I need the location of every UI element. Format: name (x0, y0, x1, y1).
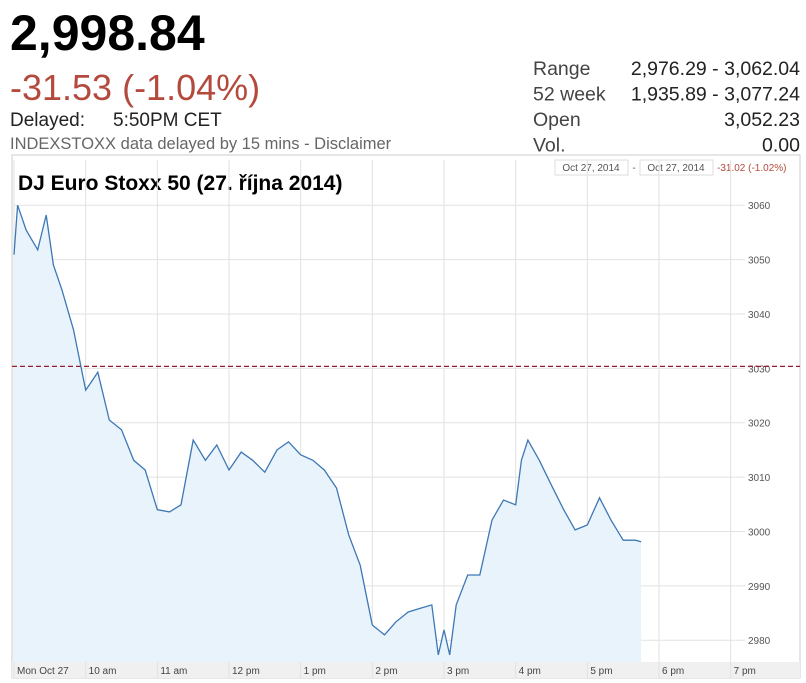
date-separator: - (632, 163, 635, 174)
plot: 2980 2990 3000 3010 3020 3030 3040 3050 3060 Mon … (12, 160, 800, 678)
stat-label: Vol. (533, 135, 566, 157)
y-tick-label: 2990 (748, 582, 771, 593)
x-tick-label: 2 pm (375, 666, 397, 677)
line (13, 204, 642, 656)
stat-label: 52 week (533, 84, 606, 106)
price: 2,998.84 (10, 5, 205, 61)
stat-value: 2,976.29 - 3,062.04 (631, 58, 800, 80)
area (14, 205, 642, 662)
chart-title: DJ Euro Stoxx 50 (27. října 2014) (18, 172, 342, 195)
stat-label: Range (533, 58, 590, 80)
y-tick-label: 3020 (748, 419, 771, 430)
y-tick-label: 3060 (748, 201, 771, 212)
range-change: -31.02 (-1.02%) (717, 163, 786, 174)
change: -31.53 (-1.04%) (10, 67, 260, 108)
delayed-time: 5:50PM CET (113, 110, 222, 131)
y-tick-label: 3000 (748, 527, 771, 538)
x-tick-label: 5 pm (590, 666, 612, 677)
y-tick-label: 3050 (748, 256, 771, 267)
x-tick-label: 1 pm (304, 666, 326, 677)
axis-band (12, 662, 800, 678)
x-tick-label: 7 pm (734, 666, 756, 677)
stats: Range 2,976.29 - 3,062.04 52 week 1,935.89 … (533, 58, 800, 157)
date-to-box[interactable] (639, 159, 714, 176)
date-to: Oct 27, 2014 (647, 163, 705, 174)
stat-value: 0.00 (762, 135, 800, 157)
stat-value: 3,052.23 (724, 109, 800, 131)
date-from-box[interactable] (554, 159, 629, 176)
x-tick-label: 12 pm (232, 666, 260, 677)
x-tick-label: 10 am (89, 666, 117, 677)
y-tick-label: 3040 (748, 310, 771, 321)
stat-value: 1,935.89 - 3,077.24 (631, 84, 800, 106)
x-tick-label: 11 am (160, 666, 187, 677)
x-tick-label: Mon Oct 27 (17, 666, 69, 677)
x-tick-label: 4 pm (519, 666, 541, 677)
stat-label: Open (533, 109, 581, 131)
disclaimer[interactable]: INDEXSTOXX data delayed by 15 mins - Dis… (10, 135, 392, 153)
y-tick-label: 2980 (748, 636, 771, 647)
date-from: Oct 27, 2014 (562, 163, 620, 174)
x-tick-label: 6 pm (662, 666, 684, 677)
x-tick-label: 3 pm (447, 666, 469, 677)
y-tick-label: 3010 (748, 473, 771, 484)
delayed-label: Delayed: (10, 110, 85, 131)
y-tick-label: 3030 (748, 364, 771, 375)
